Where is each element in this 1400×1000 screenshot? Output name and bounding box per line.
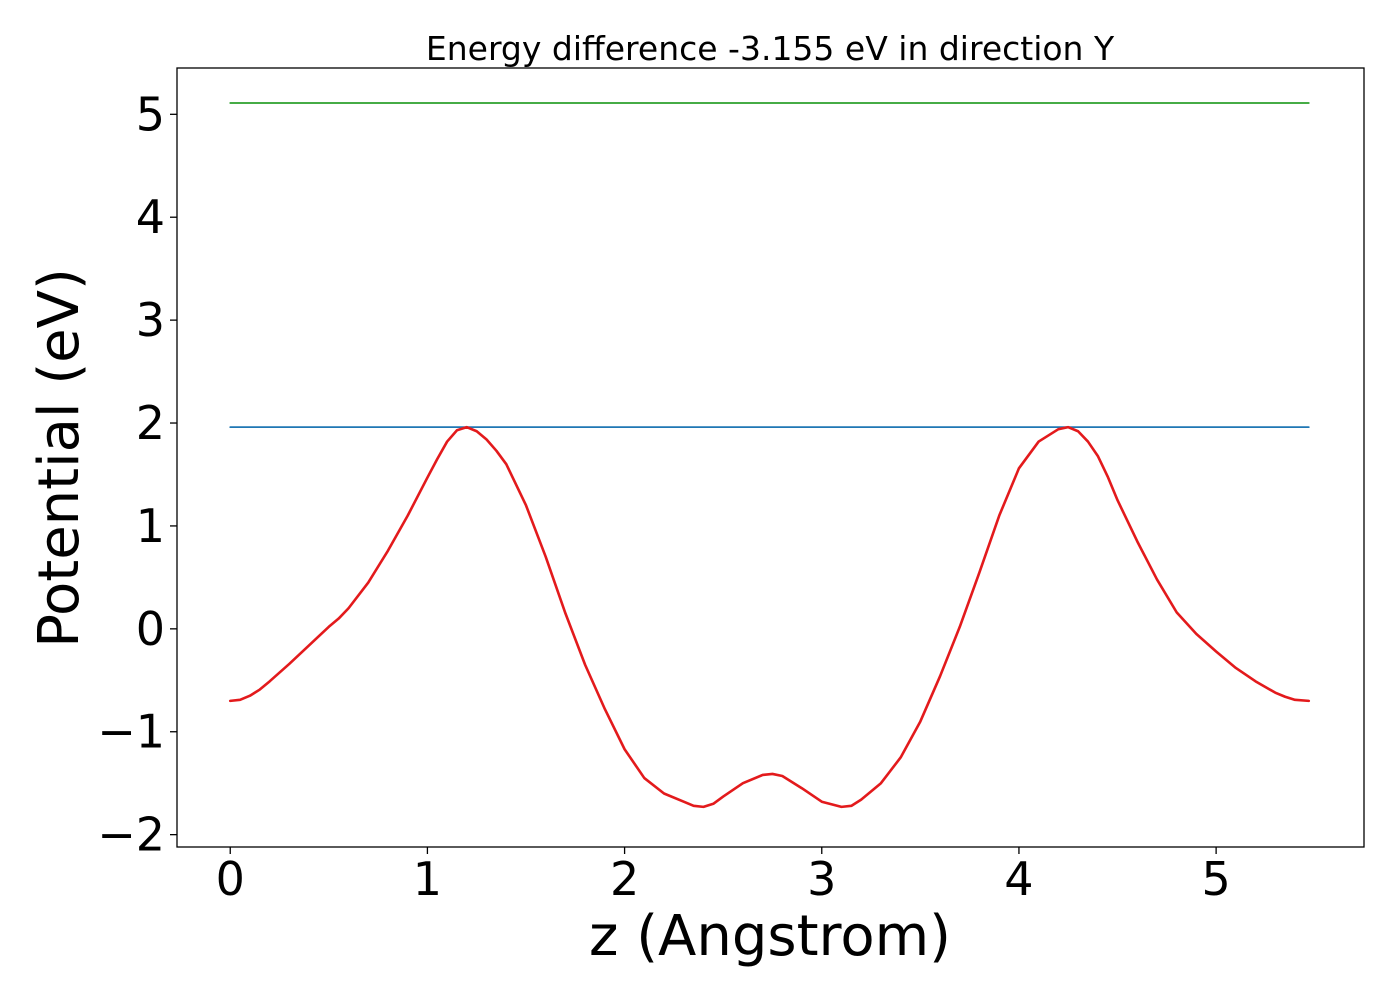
axes-frame [176,67,1365,848]
potential-curve [228,425,1311,809]
x-tick-label: 2 [610,852,639,906]
x-tick-label: 4 [1004,852,1033,906]
x-tick-label: 3 [807,852,836,906]
series-layer [228,102,1311,809]
y-tick-label: −1 [97,705,165,759]
x-axis-label: z (Angstrom) [589,904,951,969]
y-tick-label: 5 [136,87,165,141]
x-tick-label: 0 [216,852,245,906]
y-axis-label: Potential (eV) [27,268,92,648]
tick-layer: 0 1 2 3 4 5 −2 −1 0 1 2 3 4 5 [97,87,1231,906]
chart-title: Energy difference -3.155 eV in direction… [426,29,1115,68]
y-tick-label: 2 [136,396,165,450]
x-tick-label: 5 [1201,852,1230,906]
y-tick-label: 0 [136,602,165,656]
y-tick-label: 3 [136,293,165,347]
x-tick-label: 1 [413,852,442,906]
y-tick-label: 4 [136,190,165,244]
y-tick-label: −2 [97,808,165,862]
y-tick-label: 1 [136,499,165,553]
